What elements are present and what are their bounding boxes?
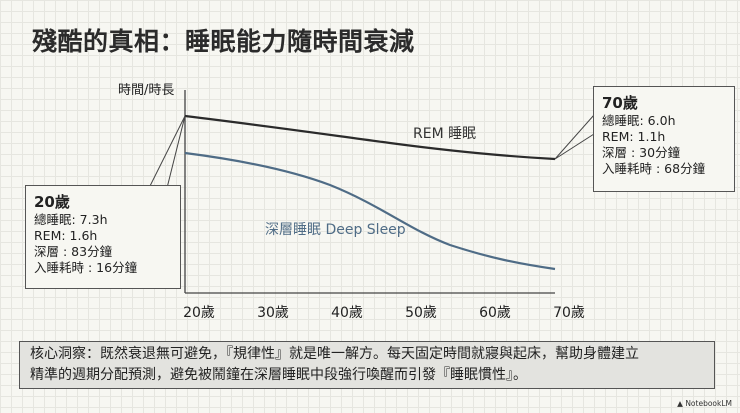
y-axis-label: 時間/時長	[118, 83, 175, 98]
callout-age: 70歲	[602, 94, 638, 112]
callout-70-pointer	[554, 114, 595, 160]
watermark-text: NotebookLM	[685, 399, 732, 408]
rem-series-label: REM 睡眠	[413, 126, 477, 142]
x-tick-20: 20歲	[183, 305, 215, 321]
page-title: 殘酷的真相：睡眠能力隨時間衰減	[32, 27, 415, 56]
x-tick-60: 60歲	[479, 305, 511, 321]
callout-latency: 入睡耗時 : 68分鐘	[602, 161, 706, 176]
callout-latency: 入睡耗時 : 16分鐘	[34, 260, 138, 275]
x-tick-70: 70歲	[553, 305, 585, 321]
watermark: ▲ NotebookLM	[677, 399, 732, 408]
callout-age-70: 70歲 總睡眠: 6.0h REM: 1.1h 深層 : 30分鐘 入睡耗時 :…	[593, 86, 735, 192]
callout-70-pointer	[554, 133, 595, 160]
callout-deep: 深層 : 30分鐘	[602, 145, 681, 160]
deep-sleep-series-label: 深層睡眠 Deep Sleep	[265, 222, 406, 238]
callout-age: 20歲	[34, 193, 70, 211]
notebooklm-logo-icon: ▲	[677, 399, 683, 408]
callout-total-sleep: 總睡眠: 7.3h	[34, 212, 108, 227]
callout-rem: REM: 1.1h	[602, 129, 666, 144]
x-tick-50: 50歲	[405, 305, 437, 321]
x-tick-30: 30歲	[257, 305, 289, 321]
callout-rem: REM: 1.6h	[34, 228, 98, 243]
rem-line	[184, 114, 556, 161]
callout-age-20: 20歲 總睡眠: 7.3h REM: 1.6h 深層 : 83分鐘 入睡耗時 :…	[25, 185, 181, 289]
deep-sleep-line	[184, 151, 556, 271]
insight-box: 核心洞察：既然衰退無可避免，『規律性』就是唯一解方。每天固定時間就寢與起床，幫助…	[19, 341, 715, 389]
callout-deep: 深層 : 83分鐘	[34, 244, 113, 259]
insight-line-2: 精準的週期分配預測，避免被鬧鐘在深層睡眠中段強行喚醒而引發『睡眠慣性』。	[30, 367, 527, 383]
x-tick-40: 40歲	[331, 305, 363, 321]
insight-line-1: 核心洞察：既然衰退無可避免，『規律性』就是唯一解方。每天固定時間就寢與起床，幫助…	[30, 346, 639, 362]
callout-20-pointer	[149, 115, 186, 187]
callout-total-sleep: 總睡眠: 6.0h	[602, 113, 676, 128]
